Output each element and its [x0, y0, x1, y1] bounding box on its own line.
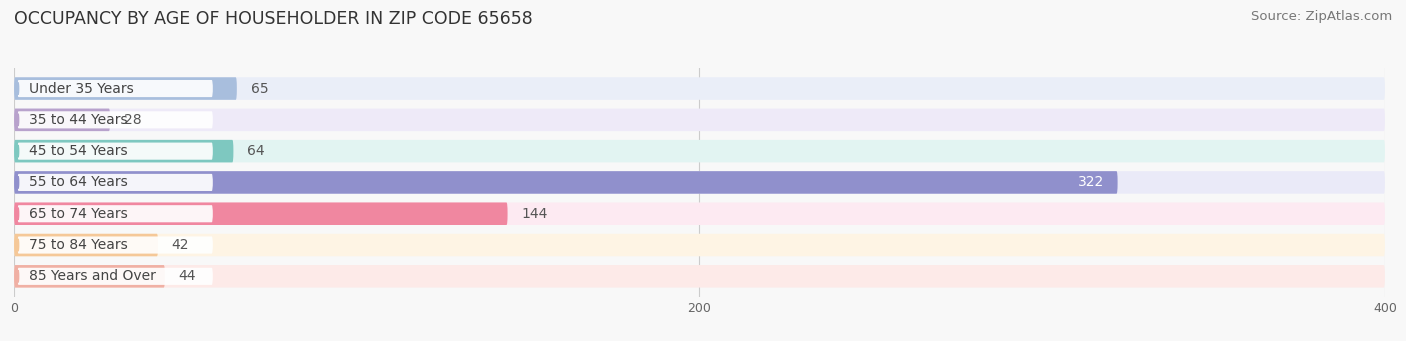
Text: 28: 28: [124, 113, 142, 127]
FancyBboxPatch shape: [14, 77, 1385, 100]
FancyBboxPatch shape: [14, 265, 1385, 287]
Text: Under 35 Years: Under 35 Years: [30, 81, 134, 95]
FancyBboxPatch shape: [14, 140, 1385, 162]
FancyBboxPatch shape: [14, 108, 1385, 131]
FancyBboxPatch shape: [17, 174, 212, 191]
Text: 65 to 74 Years: 65 to 74 Years: [30, 207, 128, 221]
FancyBboxPatch shape: [14, 77, 236, 100]
FancyBboxPatch shape: [17, 111, 212, 129]
Text: 42: 42: [172, 238, 190, 252]
Text: 64: 64: [247, 144, 264, 158]
FancyBboxPatch shape: [14, 140, 233, 162]
FancyBboxPatch shape: [17, 143, 212, 160]
Text: OCCUPANCY BY AGE OF HOUSEHOLDER IN ZIP CODE 65658: OCCUPANCY BY AGE OF HOUSEHOLDER IN ZIP C…: [14, 10, 533, 28]
FancyBboxPatch shape: [14, 234, 157, 256]
Text: Source: ZipAtlas.com: Source: ZipAtlas.com: [1251, 10, 1392, 23]
FancyBboxPatch shape: [14, 203, 1385, 225]
Text: 65: 65: [250, 81, 269, 95]
Text: 322: 322: [1077, 175, 1104, 190]
FancyBboxPatch shape: [17, 236, 212, 254]
Text: 35 to 44 Years: 35 to 44 Years: [30, 113, 128, 127]
FancyBboxPatch shape: [17, 80, 212, 97]
FancyBboxPatch shape: [14, 171, 1118, 194]
FancyBboxPatch shape: [14, 203, 508, 225]
FancyBboxPatch shape: [14, 234, 1385, 256]
FancyBboxPatch shape: [17, 268, 212, 285]
FancyBboxPatch shape: [14, 171, 1385, 194]
FancyBboxPatch shape: [14, 265, 165, 287]
Text: 45 to 54 Years: 45 to 54 Years: [30, 144, 128, 158]
FancyBboxPatch shape: [14, 108, 110, 131]
Text: 75 to 84 Years: 75 to 84 Years: [30, 238, 128, 252]
FancyBboxPatch shape: [17, 205, 212, 222]
Text: 85 Years and Over: 85 Years and Over: [30, 269, 156, 283]
Text: 44: 44: [179, 269, 195, 283]
Text: 144: 144: [522, 207, 548, 221]
Text: 55 to 64 Years: 55 to 64 Years: [30, 175, 128, 190]
